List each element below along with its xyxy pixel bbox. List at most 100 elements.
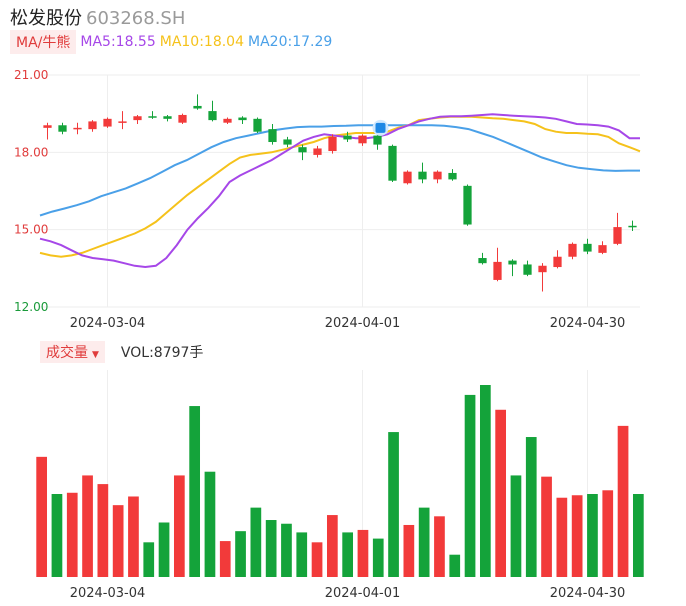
- stock-name: 松发股份: [10, 8, 82, 29]
- x-tick-label: 2024-04-01: [325, 316, 401, 331]
- ma-indicator-selector[interactable]: MA/牛熊: [10, 30, 77, 54]
- volume-bar: [449, 554, 461, 577]
- volume-bar: [265, 520, 277, 577]
- candle-body: [358, 135, 367, 144]
- candle-body: [268, 129, 277, 143]
- volume-bar: [112, 505, 124, 577]
- volume-bar: [541, 476, 552, 577]
- candle-body: [103, 118, 112, 127]
- volume-indicator-selector[interactable]: 成交量 ▼: [40, 341, 105, 363]
- candle-body: [343, 135, 352, 140]
- candle-body: [43, 125, 52, 128]
- volume-bar: [418, 507, 430, 577]
- dropdown-arrow-icon: ▼: [92, 350, 99, 360]
- volume-bar: [372, 538, 384, 577]
- volume-bar: [464, 394, 476, 577]
- x-tick-label: 2024-04-30: [550, 316, 626, 331]
- volume-bar: [388, 432, 399, 577]
- volume-value: VOL:8797手: [120, 345, 204, 361]
- volume-bar: [479, 385, 491, 577]
- volume-bar: [173, 475, 185, 577]
- candle-body: [223, 118, 232, 123]
- candle-body: [568, 243, 577, 257]
- candle-body: [193, 105, 202, 109]
- x-tick-label: 2024-04-01: [325, 586, 401, 601]
- volume-bar: [250, 507, 262, 577]
- volume-bar: [189, 406, 201, 577]
- marker-core: [375, 122, 386, 133]
- candle-body: [553, 256, 562, 268]
- candle-body: [238, 117, 247, 121]
- x-tick-label: 2024-03-04: [70, 586, 146, 601]
- volume-tag-label: 成交量: [46, 345, 88, 361]
- volume-bar: [602, 490, 614, 577]
- volume-bar: [82, 475, 93, 577]
- candle-body: [463, 185, 472, 225]
- candle-body: [598, 245, 607, 253]
- candle-body: [58, 125, 67, 132]
- volume-bar: [143, 542, 155, 577]
- y-tick-label: 15.00: [14, 223, 48, 237]
- stock-code: 603268.SH: [86, 8, 186, 29]
- volume-bar: [403, 524, 415, 577]
- volume-bar: [525, 437, 537, 577]
- candle-body: [133, 116, 142, 121]
- candle-body: [538, 265, 547, 273]
- candle-body: [628, 225, 637, 228]
- ma5-label: MA5:18.55: [80, 34, 156, 50]
- ma20-label: MA20:17.29: [248, 34, 333, 50]
- volume-bar: [219, 541, 231, 577]
- volume-bar: [235, 531, 246, 577]
- stock-title: 松发股份 603268.SH: [10, 4, 185, 30]
- ma20-line: [39, 124, 640, 217]
- y-tick-label: 12.00: [14, 300, 48, 314]
- volume-bar: [495, 409, 507, 577]
- volume-bar: [158, 522, 170, 577]
- candle-body: [373, 135, 382, 145]
- candle-body: [613, 227, 622, 244]
- volume-bar: [36, 456, 48, 577]
- ma-legend: MA/牛熊 MA5:18.55 MA10:18.04 MA20:17.29: [10, 30, 336, 54]
- candle-body: [328, 136, 337, 152]
- candle-body: [313, 148, 322, 155]
- volume-bar: [281, 523, 292, 577]
- volume-bar: [357, 529, 369, 577]
- candle-body: [178, 114, 187, 123]
- volume-bar: [97, 484, 109, 577]
- volume-bar: [556, 497, 568, 577]
- x-tick-label: 2024-04-30: [550, 586, 626, 601]
- candle-body: [148, 116, 157, 118]
- volume-bar: [204, 471, 216, 577]
- candle-body: [433, 171, 442, 180]
- candle-body: [253, 118, 262, 132]
- volume-bar: [296, 532, 308, 577]
- candle-body: [508, 260, 517, 265]
- volume-legend: 成交量 ▼ VOL:8797手: [40, 341, 204, 363]
- candle-body: [388, 145, 397, 181]
- candle-body: [493, 261, 502, 280]
- candle-body: [208, 111, 217, 121]
- candle-body: [88, 121, 97, 130]
- volume-bar: [434, 516, 445, 577]
- ma5-line: [39, 113, 640, 269]
- ma10-label: MA10:18.04: [159, 34, 245, 50]
- volume-bar: [510, 475, 522, 577]
- y-tick-label: 18.00: [14, 145, 48, 159]
- candle-body: [73, 127, 82, 130]
- volume-bar: [128, 496, 139, 577]
- candle-body: [118, 121, 127, 123]
- volume-bar: [617, 425, 629, 577]
- volume-bar: [587, 494, 598, 577]
- volume-bar: [326, 515, 338, 577]
- ma10-line: [39, 115, 641, 258]
- candle-body: [298, 147, 307, 153]
- candle-body: [583, 243, 592, 252]
- candle-body: [403, 171, 412, 184]
- volume-bar: [311, 542, 323, 577]
- volume-bar: [342, 532, 354, 577]
- volume-bar: [632, 494, 644, 577]
- y-tick-label: 21.00: [14, 68, 48, 82]
- volume-bar: [571, 495, 583, 577]
- volume-bar: [51, 494, 63, 577]
